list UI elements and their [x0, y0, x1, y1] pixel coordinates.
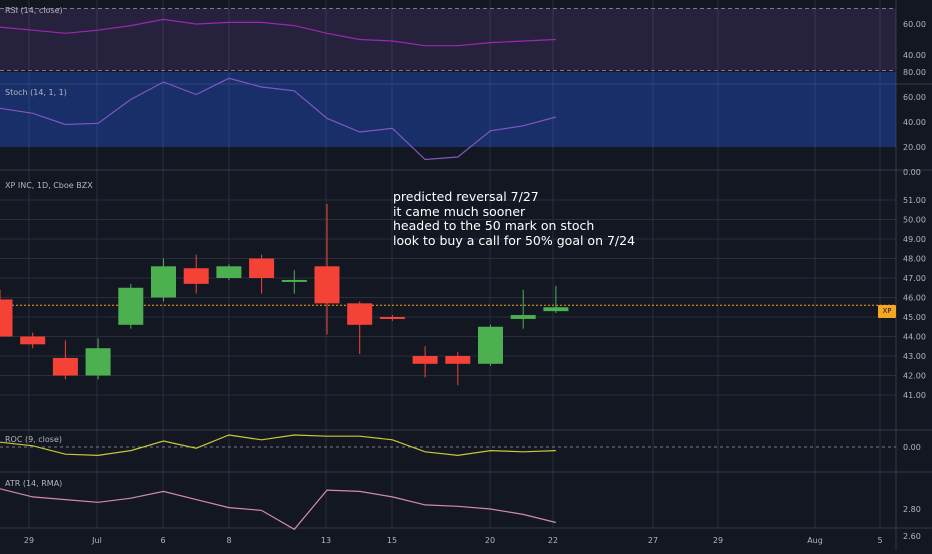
x-axis-label: Aug [807, 536, 823, 545]
price-axis-label: 45.00 [903, 313, 926, 322]
candle-body [249, 258, 275, 278]
x-axis-label: 6 [160, 536, 165, 545]
price-axis-label: 43.00 [903, 352, 926, 361]
rsi-axis-label: 40.00 [903, 51, 926, 60]
x-axis-label: Jul [91, 536, 102, 545]
candle [52, 340, 78, 380]
roc-axis-label: 0.00 [903, 443, 921, 452]
x-axis-label: 29 [24, 536, 34, 545]
candle [249, 254, 275, 294]
candle [445, 352, 471, 386]
x-axis-label: 15 [387, 536, 397, 545]
stoch-axis-label: 20.00 [903, 143, 926, 152]
candle-body [314, 266, 340, 304]
price-axis-label: 50.00 [903, 216, 926, 225]
candle [20, 332, 46, 349]
atr-axis-label: 2.80 [903, 505, 921, 514]
price-axis-label: 51.00 [903, 196, 926, 205]
stoch-band [0, 72, 896, 147]
stoch-axis-label: 80.00 [903, 68, 926, 77]
x-axis-label: 5 [877, 536, 882, 545]
annotation-line: look to buy a call for 50% goal on 7/24 [393, 232, 636, 248]
price-axis-label: 47.00 [903, 274, 926, 283]
roc-series-line [0, 434, 556, 457]
candle-body [510, 315, 536, 319]
x-axis-label: 22 [548, 536, 558, 545]
stoch-axis-label: 60.00 [903, 93, 926, 102]
candle [183, 254, 209, 294]
rsi-series-line [0, 18, 556, 47]
candle-body [118, 287, 144, 325]
candle [314, 203, 340, 335]
candle [85, 338, 111, 380]
stoch-axis-label: 40.00 [903, 118, 926, 127]
candle [0, 289, 13, 337]
price-axis-label: 41.00 [903, 391, 926, 400]
annotation-line: predicted reversal 7/27 [393, 189, 539, 204]
candle-body [347, 303, 373, 325]
x-axis-label: 20 [485, 536, 495, 545]
atr-label: ATR (14, RMA) [5, 479, 63, 488]
rsi-band [0, 8, 896, 71]
rsi-label: RSI (14, close) [5, 6, 63, 15]
price-label: XP INC, 1D, Cboe BZX [5, 181, 93, 190]
candle [543, 285, 569, 314]
x-axis-label: 27 [648, 536, 658, 545]
candle [412, 346, 438, 378]
annotation-line: it came much sooner [393, 203, 526, 219]
candle-body [85, 348, 111, 376]
roc-label: ROC (9, close) [5, 435, 63, 444]
chart-annotation: predicted reversal 7/27 it came much soo… [393, 189, 636, 248]
candle [281, 270, 307, 294]
candle-body [543, 307, 569, 312]
rsi-axis-label: 60.00 [903, 20, 926, 29]
candle [510, 289, 536, 329]
stoch-label: Stoch (14, 1, 1) [5, 88, 67, 97]
candle-body [216, 266, 242, 278]
candle [118, 283, 144, 329]
candle-body [20, 336, 46, 345]
x-axis-label: 29 [713, 536, 723, 545]
price-axis-label: 49.00 [903, 235, 926, 244]
price-axis-label: 48.00 [903, 255, 926, 264]
stoch-axis-label: 0.00 [903, 168, 921, 177]
candle-body [52, 357, 78, 376]
candle-body [412, 356, 438, 364]
price-axis-label: 42.00 [903, 372, 926, 381]
x-axis-label: 8 [226, 536, 231, 545]
candle-body [183, 268, 209, 284]
candle [379, 315, 405, 321]
candle [216, 264, 242, 280]
candle-body [281, 279, 307, 282]
price-axis-label: 46.00 [903, 294, 926, 303]
annotation-line: headed to the 50 mark on stoch [393, 218, 595, 233]
candle-body [151, 266, 176, 298]
candle [347, 301, 373, 355]
x-axis-label: 13 [321, 536, 331, 545]
candle-body [478, 326, 503, 364]
last-price-tag: XP [878, 305, 896, 318]
candle-body [0, 299, 13, 337]
stoch-series-line [0, 77, 557, 161]
atr-axis-label: 2.60 [903, 532, 921, 541]
candle [151, 258, 176, 302]
atr-series-line [0, 488, 557, 531]
candle [478, 324, 503, 366]
candle-body [445, 356, 471, 364]
price-axis-label: 44.00 [903, 333, 926, 342]
candle-body [379, 317, 405, 319]
